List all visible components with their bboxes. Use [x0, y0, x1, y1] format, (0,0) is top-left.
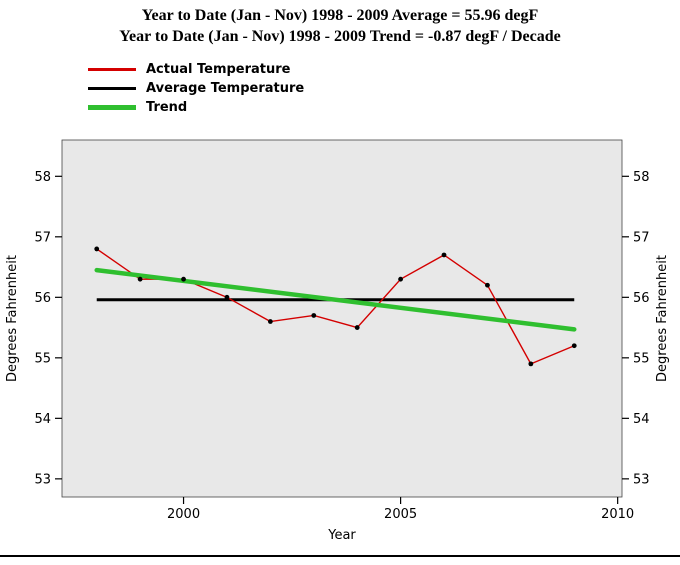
legend-item-trend: Trend	[88, 98, 304, 117]
y-tick-label-left: 54	[34, 412, 51, 427]
y-tick-label-left: 53	[34, 472, 51, 487]
legend-item-average: Average Temperature	[88, 79, 304, 98]
y-tick-label-left: 57	[34, 230, 51, 245]
y-tick-label-left: 56	[34, 291, 51, 306]
chart-title: Year to Date (Jan - Nov) 1998 - 2009 Ave…	[0, 5, 680, 47]
data-point	[354, 325, 360, 330]
legend-label-actual: Actual Temperature	[146, 62, 291, 77]
data-point	[441, 252, 447, 258]
data-point	[528, 361, 534, 367]
legend-line-sample-actual	[88, 68, 136, 71]
data-point	[224, 294, 230, 300]
bottom-divider	[0, 555, 680, 557]
data-point	[181, 276, 186, 282]
y-tick-label-right: 58	[633, 170, 650, 185]
y-axis-title-right: Degrees Fahrenheit	[655, 255, 670, 382]
x-tick-label: 2000	[167, 507, 200, 522]
plot-area	[61, 139, 623, 498]
y-tick-label-right: 53	[633, 472, 650, 487]
title-line-2: Year to Date (Jan - Nov) 1998 - 2009 Tre…	[119, 28, 561, 45]
data-point	[267, 319, 273, 324]
data-point	[398, 276, 404, 282]
data-point	[485, 282, 490, 288]
x-tick-label: 2010	[601, 507, 634, 522]
data-point	[94, 246, 100, 252]
legend-item-actual: Actual Temperature	[88, 60, 304, 79]
x-axis-title: Year	[327, 528, 356, 543]
legend-label-trend: Trend	[146, 100, 188, 115]
data-point	[311, 313, 317, 318]
y-tick-label-right: 54	[633, 412, 650, 427]
legend-line-sample-trend	[88, 105, 136, 110]
data-point	[137, 276, 143, 282]
legend-line-sample-average	[88, 87, 136, 90]
y-tick-label-left: 58	[34, 170, 51, 185]
y-tick-label-right: 55	[633, 351, 650, 366]
x-tick-label: 2005	[384, 507, 417, 522]
y-axis-title-left: Degrees Fahrenheit	[5, 255, 20, 382]
y-tick-label-right: 57	[633, 230, 650, 245]
legend: Actual Temperature Average Temperature T…	[88, 60, 304, 117]
title-line-1: Year to Date (Jan - Nov) 1998 - 2009 Ave…	[141, 7, 539, 24]
legend-label-average: Average Temperature	[146, 81, 305, 96]
trend-line	[94, 267, 577, 332]
y-tick-label-right: 56	[633, 291, 650, 306]
data-point	[571, 343, 577, 349]
y-tick-label-left: 55	[34, 351, 51, 366]
